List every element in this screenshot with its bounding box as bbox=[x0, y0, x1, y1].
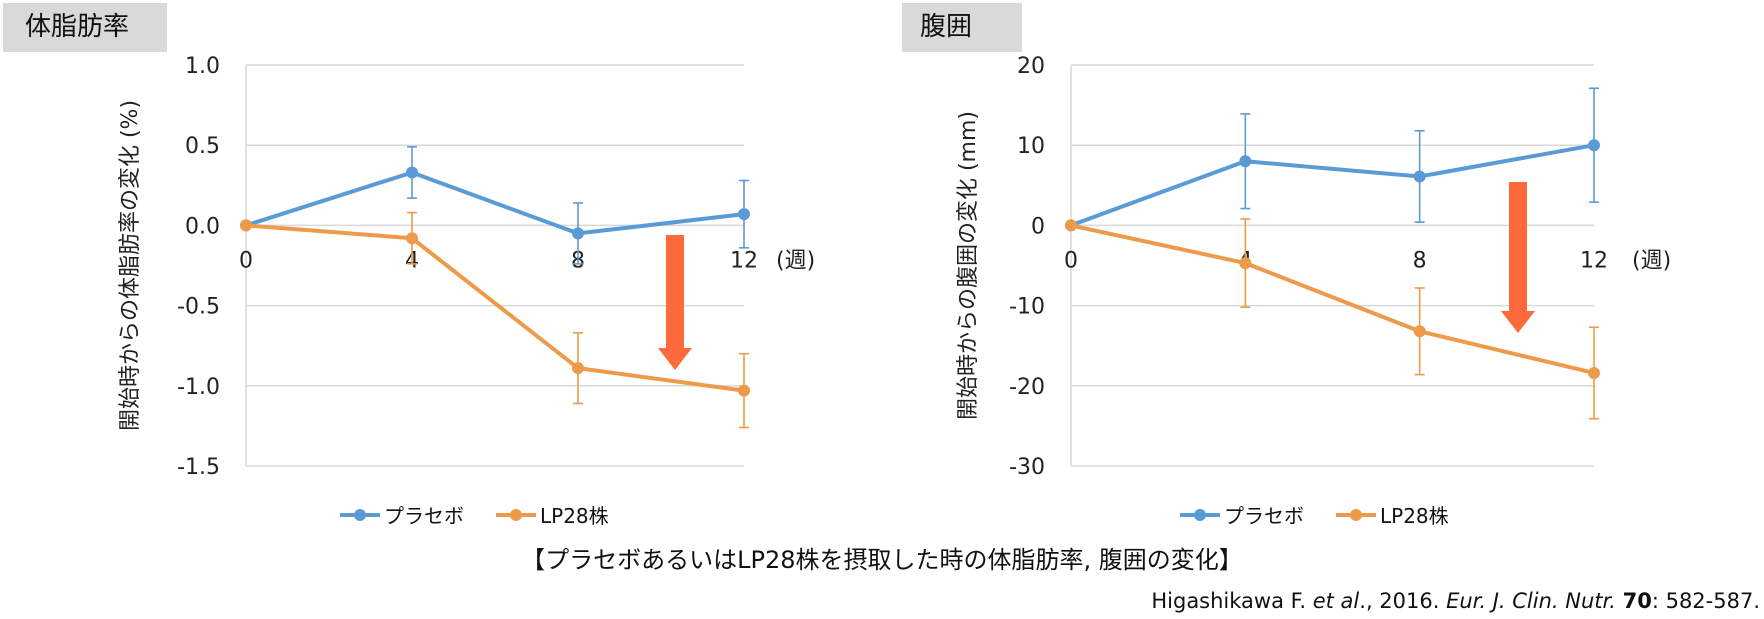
series-lp28 bbox=[240, 211, 750, 429]
y-axis-label: 開始時からの体脂肪率の変化 (%) bbox=[118, 100, 143, 431]
x-tick-label: 8 bbox=[1413, 248, 1427, 273]
data-point bbox=[406, 166, 418, 179]
y-tick-label: 10 bbox=[1017, 134, 1045, 159]
chart-panel-0: 1.00.50.0-0.5-1.0-1.50 4 8 12 (週)開始時からの体脂肪率の… bbox=[118, 54, 815, 480]
data-point bbox=[1588, 366, 1600, 379]
legend-label-placebo: プラセボ bbox=[384, 504, 464, 528]
x-tick-label: 12 bbox=[1580, 248, 1608, 273]
citation-year: ., 2016. bbox=[1359, 589, 1447, 613]
x-unit-label: (週) bbox=[1632, 248, 1671, 273]
series-lp28 bbox=[1065, 218, 1600, 420]
y-tick-label: 0 bbox=[1031, 214, 1045, 239]
series-placebo bbox=[240, 146, 750, 265]
panel-label-body-fat: 体脂肪率 bbox=[3, 3, 167, 52]
y-tick-label: -1.5 bbox=[177, 455, 220, 480]
data-point bbox=[406, 232, 418, 245]
y-tick-label: -1.0 bbox=[177, 375, 220, 400]
citation-etal: et al bbox=[1312, 589, 1360, 613]
data-point bbox=[572, 362, 584, 375]
legend-right: プラセボ LP28株 bbox=[1180, 500, 1471, 529]
legend-left: プラセボ LP28株 bbox=[340, 500, 631, 529]
data-point bbox=[1239, 155, 1252, 168]
data-point bbox=[1065, 219, 1077, 232]
legend-swatch-placebo bbox=[340, 508, 380, 522]
legend-label-placebo: プラセボ bbox=[1224, 504, 1304, 528]
legend-label-lp28: LP28株 bbox=[1380, 504, 1449, 528]
x-tick-label: 0 bbox=[239, 248, 253, 273]
legend-swatch-placebo bbox=[1180, 508, 1220, 522]
y-tick-label: 1.0 bbox=[185, 54, 220, 79]
data-point bbox=[572, 227, 584, 240]
legend-swatch-lp28 bbox=[1336, 508, 1376, 522]
x-tick-label: 12 bbox=[730, 248, 758, 273]
y-tick-label: -10 bbox=[1009, 295, 1045, 320]
data-point bbox=[1413, 170, 1426, 183]
series-line bbox=[245, 170, 745, 236]
legend-item-lp28: LP28株 bbox=[496, 500, 609, 529]
series-line bbox=[1070, 223, 1595, 375]
y-axis-label: 開始時からの腹囲の変化 (mm) bbox=[956, 111, 981, 420]
x-unit-label: (週) bbox=[776, 248, 815, 273]
legend-item-placebo: プラセボ bbox=[1180, 500, 1304, 529]
data-point bbox=[1588, 139, 1600, 152]
down-arrow-annotation bbox=[1501, 182, 1535, 333]
data-point bbox=[1413, 325, 1426, 338]
y-tick-label: -0.5 bbox=[177, 295, 220, 320]
legend-swatch-lp28 bbox=[496, 508, 536, 522]
x-tick-label: 0 bbox=[1064, 248, 1078, 273]
data-point bbox=[738, 384, 750, 397]
legend-label-lp28: LP28株 bbox=[540, 504, 609, 528]
data-point bbox=[738, 208, 750, 221]
panel-label-waist: 腹囲 bbox=[902, 3, 1022, 52]
y-tick-label: 20 bbox=[1017, 54, 1045, 79]
y-tick-label: -30 bbox=[1009, 455, 1045, 480]
data-point bbox=[1239, 257, 1252, 270]
legend-item-placebo: プラセボ bbox=[340, 500, 464, 529]
down-arrow-annotation bbox=[658, 235, 692, 370]
figure-caption: 【プラセボあるいはLP28株を摂取した時の体脂肪率, 腹囲の変化】 bbox=[521, 546, 1243, 574]
data-point bbox=[240, 219, 252, 232]
y-tick-label: 0.0 bbox=[185, 214, 220, 239]
legend-item-lp28: LP28株 bbox=[1336, 500, 1449, 529]
y-tick-label: 0.5 bbox=[185, 134, 220, 159]
y-tick-label: -20 bbox=[1009, 375, 1045, 400]
citation-journal: Eur. J. Clin. Nutr. bbox=[1446, 589, 1616, 613]
citation: Higashikawa F. et al., 2016. Eur. J. Cli… bbox=[1151, 589, 1760, 613]
series-line bbox=[1070, 143, 1595, 228]
citation-volume: 70 bbox=[1622, 589, 1652, 613]
citation-pages: : 582-587. bbox=[1651, 589, 1760, 613]
series-line bbox=[245, 223, 745, 393]
citation-author: Higashikawa F. bbox=[1151, 589, 1313, 613]
